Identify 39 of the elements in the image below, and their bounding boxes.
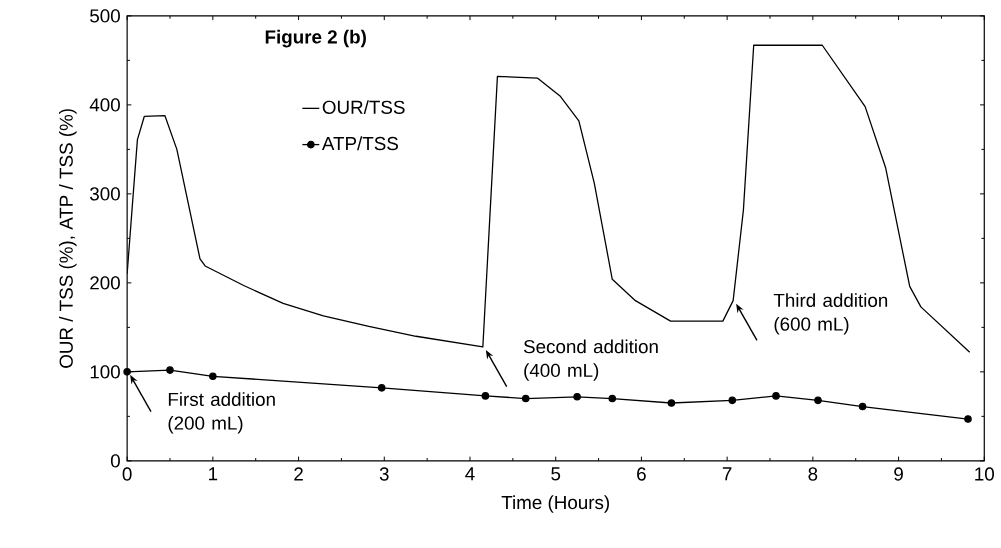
point — [728, 396, 737, 405]
x-axis-title: Time (Hours) — [501, 495, 609, 513]
point — [166, 366, 174, 374]
x-tick-label: 7 — [722, 467, 732, 481]
x-tick-label: 9 — [894, 467, 903, 481]
x-tick-label: 6 — [637, 467, 646, 481]
y-axis-title: OUR / TSS (%), ATP / TSS (%) — [59, 109, 77, 368]
y-tick-label: 300 — [90, 187, 120, 201]
point — [667, 399, 676, 407]
x-tick-label: 8 — [808, 467, 818, 481]
y-tick-label: 200 — [90, 276, 120, 290]
point — [964, 415, 972, 423]
point — [608, 394, 617, 403]
point — [209, 372, 217, 380]
y-tick-label: 100 — [90, 365, 120, 379]
point — [814, 396, 822, 405]
legend-label: ATP/TSS — [321, 136, 398, 151]
y-tick-label: 400 — [89, 98, 120, 112]
x-tick-label: 3 — [379, 467, 389, 481]
point — [377, 383, 386, 392]
annotation: First addition (200 mL) — [168, 392, 275, 434]
x-tick-label: 4 — [465, 467, 475, 481]
x-tick-label: 0 — [122, 467, 132, 481]
y-tick-label: 500 — [90, 9, 120, 23]
text: Figure 2 (b) — [265, 29, 366, 48]
annotation: Second addition (400 mL) — [523, 339, 658, 381]
point — [573, 392, 581, 401]
annotation: Third addition (600 mL) — [773, 293, 888, 335]
x-tick-label: 2 — [294, 467, 303, 481]
y-tick-label: 0 — [110, 454, 120, 468]
x-tick-label: 1 — [209, 467, 218, 481]
point — [481, 391, 490, 400]
point — [123, 367, 131, 376]
x-tick-label: 10 — [975, 467, 994, 481]
legend-label: OUR/TSS — [322, 100, 405, 114]
point — [858, 402, 867, 411]
point — [521, 394, 530, 403]
point — [772, 391, 780, 400]
x-tick-label: 5 — [551, 467, 561, 481]
